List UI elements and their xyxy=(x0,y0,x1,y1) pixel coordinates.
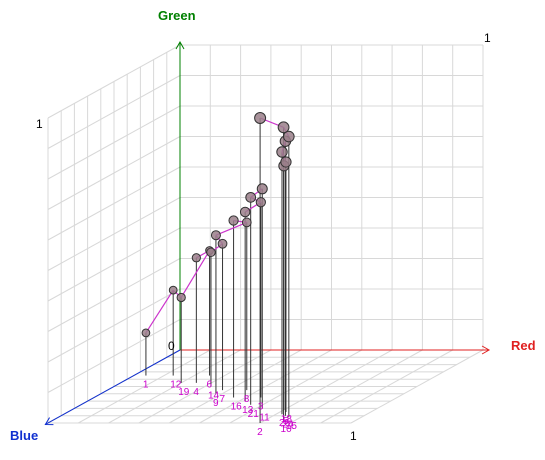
data-point-marker xyxy=(141,328,151,338)
point-label: 16 xyxy=(231,401,243,412)
data-point-marker xyxy=(210,230,221,241)
point-label: 15 xyxy=(286,421,298,432)
connection-line xyxy=(215,221,248,236)
point-label: 6 xyxy=(207,380,213,391)
y-max-tick-label: 1 xyxy=(36,117,43,131)
point-label: 11 xyxy=(259,412,270,423)
point-label: 19 xyxy=(178,387,190,398)
grid-line xyxy=(47,44,181,119)
point-connections xyxy=(145,117,290,334)
grid-line xyxy=(47,105,181,180)
data-point-marker xyxy=(217,238,228,249)
point-label: 5 xyxy=(283,416,289,427)
point-label: 1 xyxy=(143,380,149,391)
z-axis-line-arrow xyxy=(44,417,54,426)
grid-line xyxy=(47,197,181,271)
grid-line xyxy=(229,349,363,424)
grid-line xyxy=(290,349,423,424)
point-label: 8 xyxy=(244,394,250,405)
grid-line xyxy=(350,349,484,424)
point-label: 21 xyxy=(248,409,260,420)
z-axis-line xyxy=(45,349,181,425)
data-point-marker xyxy=(255,197,266,208)
grid-line xyxy=(320,349,453,424)
point-label: 2 xyxy=(257,427,263,438)
origin-tick-label: 0 xyxy=(168,339,175,353)
data-point-marker xyxy=(206,247,216,258)
point-label: 20 xyxy=(279,418,291,429)
drop-lines xyxy=(145,118,290,423)
point-label: 12 xyxy=(170,380,182,391)
data-point-marker xyxy=(168,285,178,295)
point-label: 14 xyxy=(208,391,220,402)
y-axis-line-arrow xyxy=(175,40,185,50)
grid-line xyxy=(47,136,181,210)
data-points xyxy=(141,112,295,338)
point-label: 18 xyxy=(281,414,293,425)
data-point-marker xyxy=(254,112,267,124)
data-point-marker xyxy=(280,156,292,168)
x-axis-title: Red xyxy=(511,338,536,353)
data-point-marker xyxy=(245,191,257,203)
point-label: 13 xyxy=(242,405,254,416)
point-label: 3 xyxy=(258,401,264,412)
point-label: 24 xyxy=(282,420,294,431)
data-point-marker xyxy=(228,215,239,226)
data-point-marker xyxy=(276,146,288,158)
z-max-tick-label: 1 xyxy=(484,31,491,45)
data-point-marker xyxy=(241,217,252,228)
connection-line xyxy=(180,250,211,298)
data-point-marker xyxy=(176,292,186,303)
y-axis-title: Green xyxy=(158,8,196,23)
x-max-tick-label: 1 xyxy=(350,429,357,443)
data-point-marker xyxy=(277,121,290,134)
point-label: 4 xyxy=(193,387,199,398)
z-axis-title: Blue xyxy=(10,428,38,443)
point-label: 10 xyxy=(281,424,293,435)
point-label: 9 xyxy=(213,398,219,409)
grid-line xyxy=(47,166,181,241)
data-point-marker xyxy=(239,206,251,218)
point-label: 7 xyxy=(220,394,226,405)
connection-line xyxy=(145,289,174,334)
x-axis-line-arrow xyxy=(481,345,491,355)
data-point-marker xyxy=(191,253,201,263)
grid xyxy=(47,44,484,424)
data-point-marker xyxy=(283,130,295,143)
data-point-marker xyxy=(256,183,268,195)
grid-line xyxy=(47,75,181,149)
